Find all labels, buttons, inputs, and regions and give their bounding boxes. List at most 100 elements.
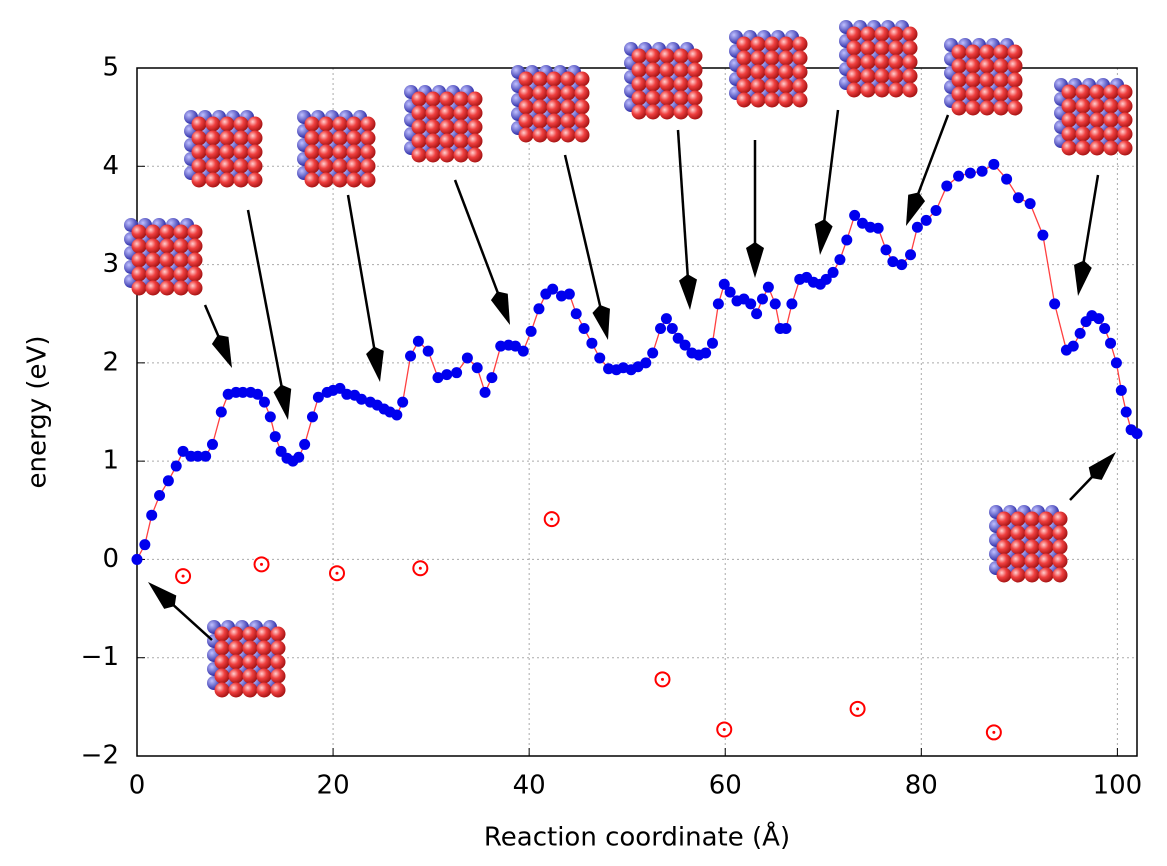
atom (518, 127, 534, 143)
atom (1061, 98, 1077, 114)
atom (453, 105, 469, 121)
point (1067, 340, 1079, 352)
atom (888, 68, 904, 84)
atom (270, 668, 286, 684)
atom (965, 72, 981, 88)
atom (645, 76, 661, 92)
atom (764, 36, 780, 52)
atom (318, 158, 334, 174)
y-tick-label: 3 (102, 249, 119, 279)
atom (214, 654, 230, 670)
atom (764, 50, 780, 66)
atom (860, 40, 876, 56)
point (252, 388, 264, 400)
atom (1007, 58, 1023, 74)
atom (159, 266, 175, 282)
atom (304, 116, 320, 132)
atom (546, 71, 562, 87)
point (1115, 384, 1127, 396)
atom (270, 682, 286, 698)
atom (518, 71, 534, 87)
point-center (181, 574, 185, 578)
atom (439, 147, 455, 163)
atom (860, 68, 876, 84)
atom (1075, 112, 1091, 128)
atom (979, 86, 995, 102)
atom (467, 133, 483, 149)
atom (346, 144, 362, 160)
atom (546, 85, 562, 101)
point (756, 293, 768, 305)
atom (346, 158, 362, 174)
arrow-head (906, 192, 926, 226)
arrow-shaft (915, 114, 950, 199)
atom (256, 626, 272, 642)
atom (846, 68, 862, 84)
arrow-shaft (203, 304, 222, 341)
point-center (660, 677, 664, 681)
atom (233, 116, 249, 132)
atom (687, 76, 703, 92)
cluster-icon (839, 20, 918, 98)
atom (951, 72, 967, 88)
atom (318, 130, 334, 146)
atom (247, 130, 263, 146)
atom (764, 64, 780, 80)
atom (270, 626, 286, 642)
atom (574, 127, 590, 143)
atom (145, 280, 161, 296)
point (920, 214, 932, 226)
point (547, 283, 559, 295)
atom (778, 78, 794, 94)
cluster-icon (1054, 78, 1133, 156)
point (586, 337, 598, 349)
atom (425, 105, 441, 121)
x-tick-label: 100 (1093, 771, 1143, 801)
atom (993, 44, 1009, 60)
atom (1038, 511, 1054, 527)
point (679, 339, 691, 351)
point (953, 170, 965, 182)
atom (332, 144, 348, 160)
atom (736, 78, 752, 94)
atom (1010, 539, 1026, 555)
atom (1103, 140, 1119, 156)
atom (256, 654, 272, 670)
atom (411, 91, 427, 107)
atom (247, 172, 263, 188)
atom (673, 48, 689, 64)
atom (736, 36, 752, 52)
atom (546, 99, 562, 115)
point (471, 362, 483, 374)
point (312, 391, 324, 403)
atom (191, 130, 207, 146)
point (640, 357, 652, 369)
atom (1052, 553, 1068, 569)
point (660, 313, 672, 325)
atom (187, 280, 203, 296)
atom (979, 58, 995, 74)
atom (332, 158, 348, 174)
point (706, 337, 718, 349)
point (1105, 337, 1117, 349)
atom (1089, 112, 1105, 128)
atom (318, 144, 334, 160)
point (570, 308, 582, 320)
atom (951, 58, 967, 74)
atom (219, 172, 235, 188)
atom (191, 158, 207, 174)
atom (996, 553, 1012, 569)
atom (687, 90, 703, 106)
atom (645, 62, 661, 78)
atom (228, 682, 244, 698)
atom (574, 71, 590, 87)
point (146, 509, 158, 521)
atom (902, 54, 918, 70)
point-center (722, 727, 726, 731)
point (834, 254, 846, 266)
arrow-head (148, 582, 177, 609)
atom (360, 158, 376, 174)
atom (750, 36, 766, 52)
atom (425, 133, 441, 149)
atom (453, 119, 469, 135)
